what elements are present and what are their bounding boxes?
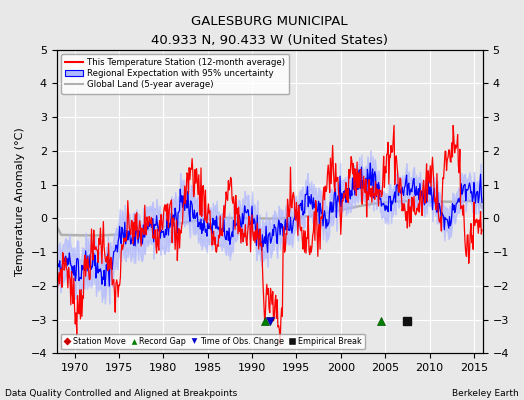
Text: Berkeley Earth: Berkeley Earth xyxy=(452,389,519,398)
Legend: Station Move, Record Gap, Time of Obs. Change, Empirical Break: Station Move, Record Gap, Time of Obs. C… xyxy=(61,334,365,349)
Y-axis label: Temperature Anomaly (°C): Temperature Anomaly (°C) xyxy=(15,127,25,276)
Text: Data Quality Controlled and Aligned at Breakpoints: Data Quality Controlled and Aligned at B… xyxy=(5,389,237,398)
Title: GALESBURG MUNICIPAL
40.933 N, 90.433 W (United States): GALESBURG MUNICIPAL 40.933 N, 90.433 W (… xyxy=(151,15,388,47)
